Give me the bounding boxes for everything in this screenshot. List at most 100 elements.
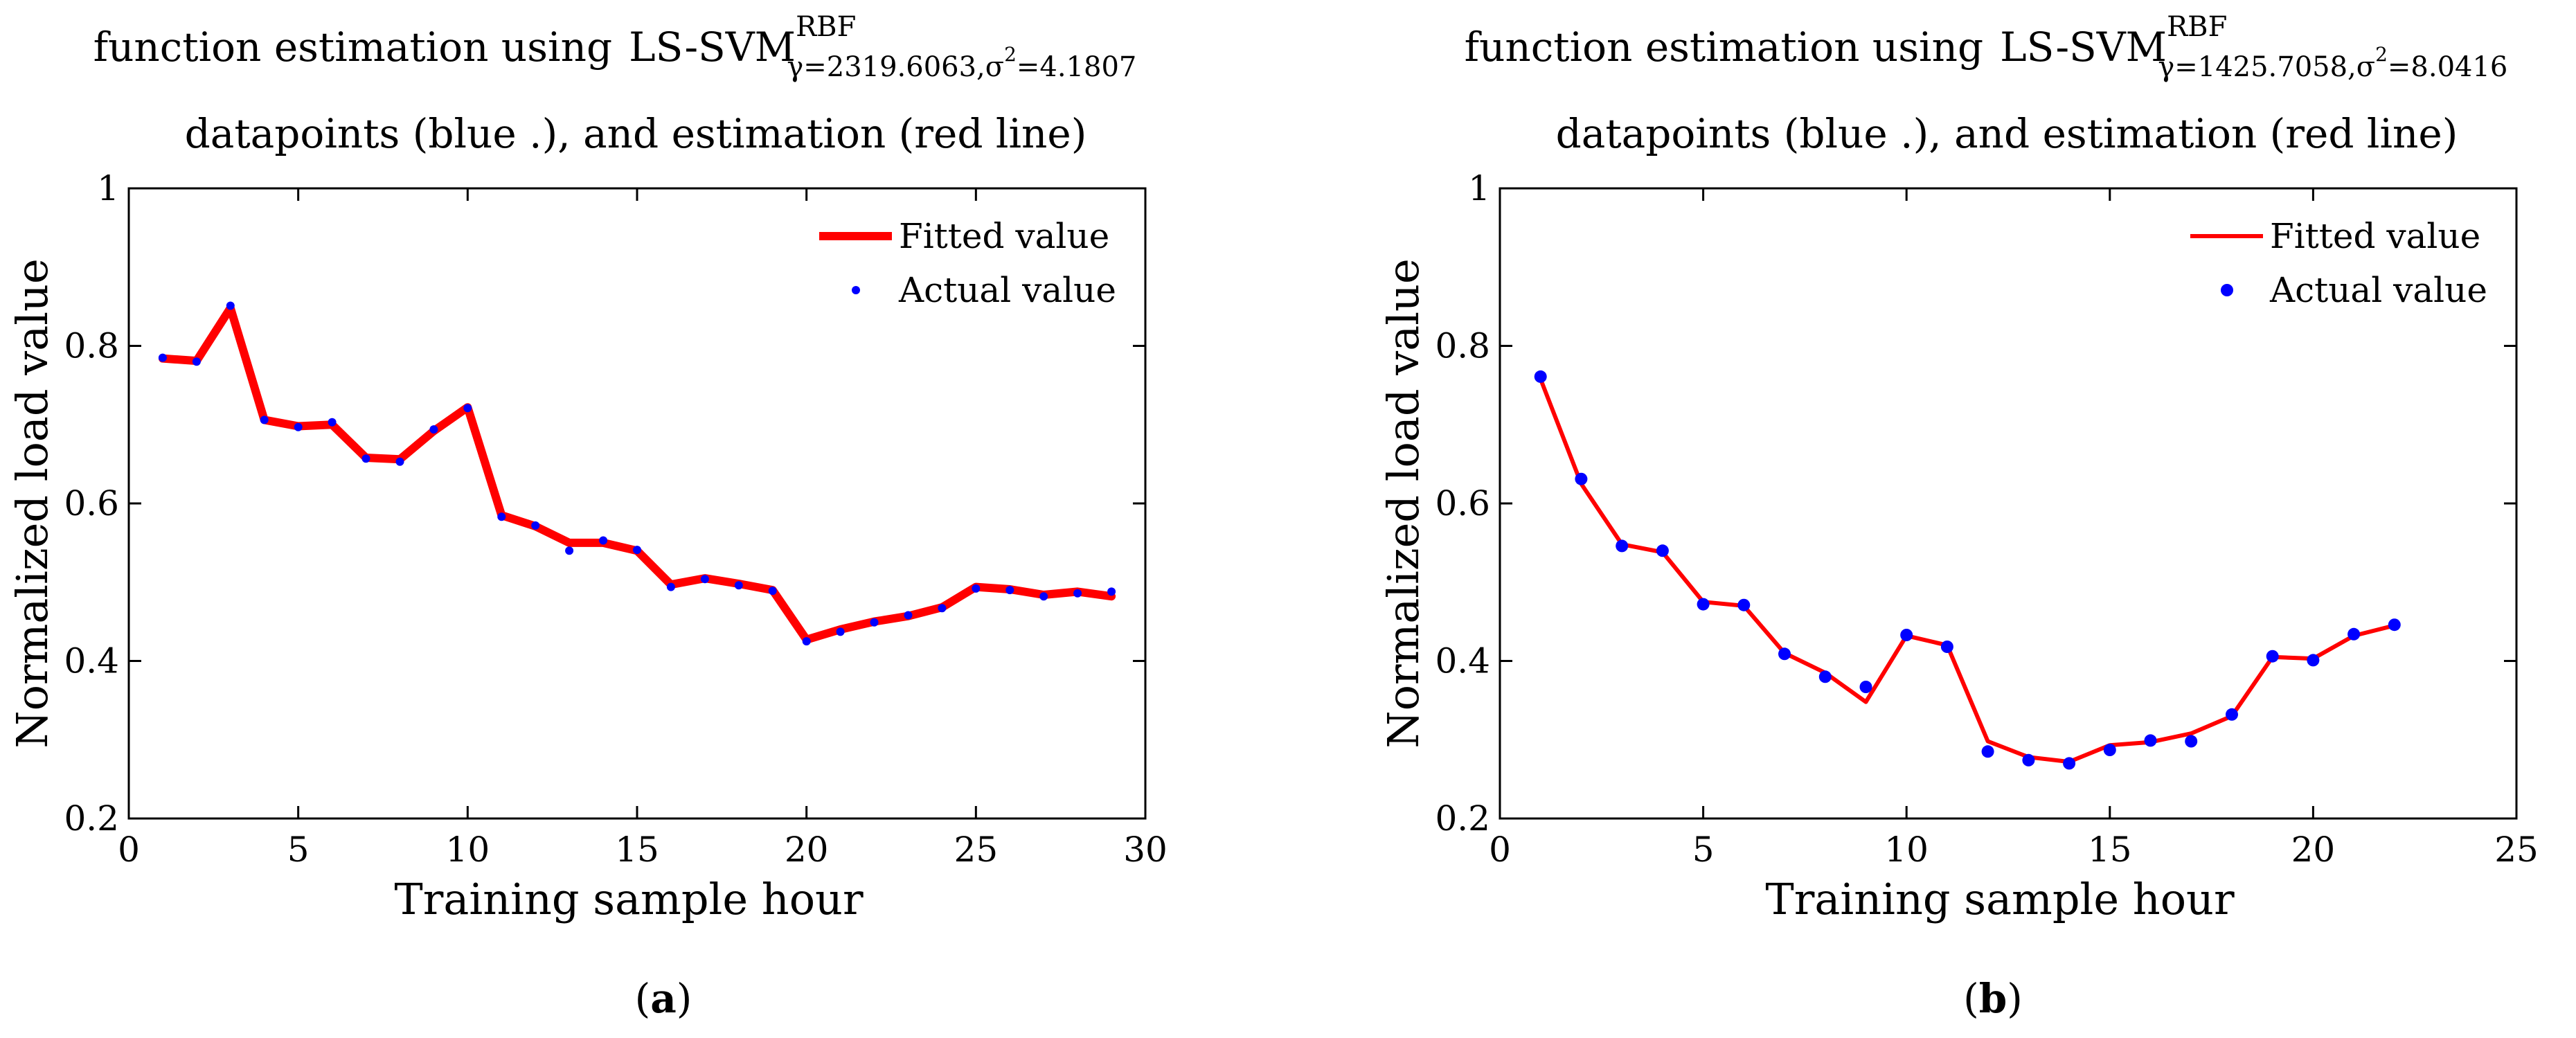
chart-a-legend-actual-marker	[852, 286, 860, 294]
chart-b-legend: Fitted value Actual value	[2190, 216, 2487, 310]
chart-b-actual-point	[2266, 650, 2279, 663]
chart-b-legend-actual-marker	[2221, 284, 2233, 296]
chart-a-x-tick-label: 30	[1123, 830, 1168, 870]
chart-b-actual-point	[1940, 641, 1953, 653]
chart-b-title-subscript: γ=1425.7058,σ	[2158, 51, 2375, 83]
chart-a-actual-point	[158, 353, 167, 362]
chart-b-y-tick-label: 0.2	[1435, 798, 1490, 839]
chart-a-title: function estimation using LS-SVMRBF γ=2319…	[93, 11, 1137, 83]
chart-a-actual-point	[361, 454, 370, 463]
chart-a-title-subscript-tail: =4.1807	[1017, 51, 1136, 83]
chart-a-x-tick-label: 25	[954, 830, 999, 870]
chart-a-legend: Fitted value Actual value	[819, 216, 1116, 310]
chart-a-actual-point	[599, 536, 608, 545]
chart-a-title-prefix: function estimation using	[93, 24, 612, 71]
chart-b-actual-point	[2022, 753, 2035, 767]
chart-b-panel-label-open: (	[1963, 975, 1979, 1022]
chart-b-series-fitted-line	[1538, 377, 2397, 764]
chart-a-actual-point	[972, 584, 981, 593]
chart-b-actual-point	[1534, 370, 1547, 383]
chart-b-actual-point	[2388, 618, 2401, 632]
chart-a-actual-point	[666, 582, 675, 591]
chart-b-actual-point	[2063, 757, 2076, 770]
chart-a-title-superscript: RBF	[796, 11, 856, 43]
chart-a-plot-area	[158, 301, 1116, 646]
chart-b-actual-point	[1575, 472, 1588, 485]
chart-a-panel-label: (a)	[635, 975, 692, 1022]
chart-a-panel-label-close: )	[677, 975, 692, 1022]
chart-b-subtitle: datapoints (blue .), and estimation (red…	[1556, 110, 2458, 157]
chart-a-actual-point	[328, 418, 337, 427]
chart-a-x-axis-label: Training sample hour	[394, 874, 864, 924]
chart-a-subtitle: datapoints (blue .), and estimation (red…	[185, 110, 1087, 157]
chart-a-actual-point	[1005, 586, 1014, 595]
chart-b-y-tick-label: 0.8	[1435, 326, 1490, 366]
chart-b-actual-point	[2226, 708, 2238, 721]
chart-a-x-tick-label: 10	[446, 830, 490, 870]
chart-b-title: function estimation using LS-SVMRBF γ=1425…	[1465, 11, 2508, 83]
chart-b-actual-point	[2347, 627, 2361, 641]
chart-b-legend-fitted-label: Fitted value	[2270, 216, 2480, 256]
chart-b-actual-point	[1859, 681, 1872, 693]
chart-b-x-tick-label: 5	[1692, 830, 1715, 870]
chart-b-legend-actual-label: Actual value	[2269, 270, 2487, 310]
chart-a-actual-point	[497, 512, 506, 521]
chart-a-actual-point	[294, 422, 303, 431]
chart-b-actual-point	[1737, 598, 1751, 611]
chart-b-actual-point	[1778, 647, 1791, 661]
chart-b-title-superscript: RBF	[2167, 11, 2227, 43]
chart-b-y-tick-label: 0.6	[1435, 483, 1490, 524]
chart-a-actual-point	[870, 618, 879, 627]
chart-a-legend-fitted-label: Fitted value	[899, 216, 1109, 256]
chart-b-x-ticks: 0 5 10 15 20 25	[1489, 188, 2539, 870]
chart-a-legend-actual-label: Actual value	[898, 270, 1116, 310]
chart-a-actual-point	[904, 611, 913, 620]
chart-b-x-tick-label: 20	[2291, 830, 2336, 870]
chart-b-title-subscript-tail: =8.0416	[2388, 51, 2507, 83]
chart-a-y-ticks: 0.2 0.4 0.6 0.8 1	[64, 168, 1145, 839]
chart-b-x-tick-label: 25	[2494, 830, 2539, 870]
chart-a-actual-point	[802, 637, 811, 646]
chart-a-actual-point	[1039, 592, 1048, 601]
chart-b-actual-point	[1818, 670, 1832, 683]
chart-b-actual-point	[1616, 539, 1629, 553]
chart-b-y-axis-label: Normalized load value	[1378, 258, 1429, 748]
chart-b-panel-label-letter: b	[1979, 975, 2007, 1022]
chart-a-actual-point	[531, 521, 540, 530]
chart-a-actual-point	[734, 581, 743, 590]
chart-a-y-tick-label: 1	[97, 168, 119, 208]
chart-b-title-prefix: function estimation using	[1465, 24, 1983, 71]
chart-a-title-model: LS-SVM	[629, 24, 796, 71]
chart-b-plot-area	[1534, 370, 2401, 770]
chart-b-actual-point	[1656, 544, 1669, 557]
chart-a-x-tick-label: 5	[287, 830, 310, 870]
chart-b-x-axis-label: Training sample hour	[1765, 874, 2235, 924]
chart-a-x-tick-label: 15	[615, 830, 659, 870]
chart-a-actual-point	[192, 357, 201, 366]
chart-b: function estimation using LS-SVMRBF γ=1425…	[1378, 11, 2539, 1022]
chart-a-y-tick-label: 0.6	[64, 483, 119, 524]
chart-b-y-tick-label: 1	[1468, 168, 1490, 208]
chart-a-y-tick-label: 0.2	[64, 798, 119, 839]
chart-a-actual-point	[938, 604, 947, 613]
chart-a-actual-point	[1073, 589, 1082, 598]
chart-a-series-fitted-line	[158, 303, 1116, 644]
chart-a-title-subscript: γ=2319.6063,σ	[787, 51, 1004, 83]
chart-b-x-tick-label: 0	[1489, 830, 1511, 870]
chart-a-actual-point	[633, 546, 641, 555]
chart-b-actual-point	[1981, 745, 1994, 758]
chart-b-y-tick-label: 0.4	[1435, 641, 1490, 681]
chart-a-y-axis-label: Normalized load value	[7, 258, 57, 748]
chart-b-actual-point	[2144, 734, 2157, 747]
chart-a-actual-point	[226, 301, 235, 310]
chart-a-x-tick-label: 0	[118, 830, 140, 870]
chart-a-actual-point	[836, 627, 845, 636]
chart-a-actual-point	[768, 587, 777, 596]
chart-a-actual-point	[700, 575, 709, 584]
chart-b-x-tick-label: 10	[1884, 830, 1929, 870]
chart-a-actual-point	[565, 546, 574, 555]
chart-b-y-ticks: 0.2 0.4 0.6 0.8 1	[1435, 168, 2516, 839]
chart-a-y-tick-label: 0.8	[64, 326, 119, 366]
chart-b-panel-label-close: )	[2007, 975, 2023, 1022]
